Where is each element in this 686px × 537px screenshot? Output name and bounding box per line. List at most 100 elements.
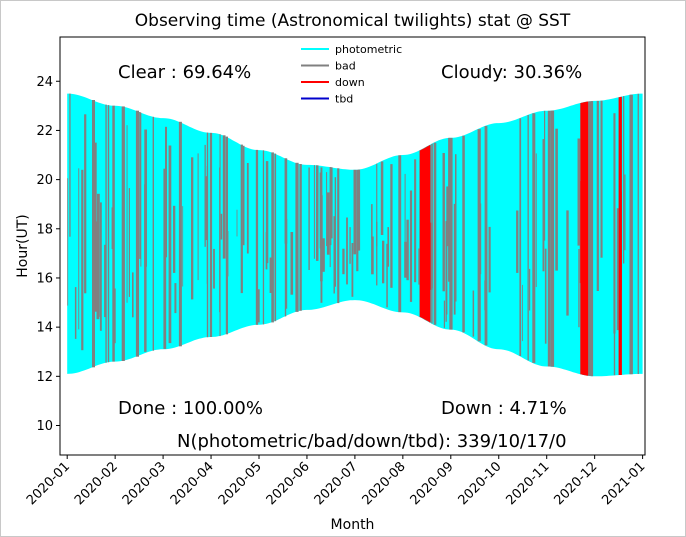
- bad-weather-strip: [382, 240, 385, 284]
- legend: photometric bad down tbd: [301, 43, 402, 106]
- bad-weather-strip: [442, 153, 445, 292]
- bad-weather-strip: [84, 114, 87, 294]
- bad-weather-strip: [578, 249, 580, 328]
- bad-weather-strip: [132, 272, 134, 318]
- bad-weather-strip: [240, 144, 243, 294]
- bad-weather-strip: [516, 210, 519, 273]
- down-period-strip: [422, 148, 424, 319]
- bad-weather-strip: [326, 172, 328, 247]
- bad-weather-strip: [313, 165, 315, 259]
- y-tick-label: 16: [36, 271, 53, 286]
- x-tick-label: 2020-09: [408, 459, 457, 508]
- bad-weather-strip: [356, 169, 359, 272]
- down-periods: [419, 96, 622, 376]
- x-tick-label: 2020-12: [551, 459, 600, 508]
- down-period-strip: [584, 102, 586, 376]
- bad-weather-strip: [613, 280, 616, 376]
- bad-weather-strip: [522, 284, 523, 342]
- bad-weather-strip: [246, 163, 249, 254]
- bad-weather-strip: [566, 210, 569, 316]
- bad-weather-strip: [333, 216, 335, 294]
- bad-weather-night: [337, 168, 340, 304]
- down-period-strip: [581, 102, 583, 375]
- x-tick-label: 2020-05: [216, 459, 265, 508]
- bad-weather-night: [547, 110, 551, 367]
- bad-weather-strip: [613, 113, 616, 334]
- bad-weather-night: [122, 106, 125, 361]
- x-tick-label: 2020-08: [360, 459, 409, 508]
- down-period-strip: [587, 101, 589, 376]
- down-period-strip: [419, 150, 421, 318]
- bad-weather-strip: [144, 184, 147, 352]
- bad-weather-strip: [376, 163, 378, 247]
- legend-label: tbd: [335, 93, 353, 106]
- bad-weather-night: [550, 110, 555, 367]
- bad-weather-night: [637, 93, 639, 375]
- bad-weather-strip: [386, 243, 388, 308]
- bad-weather-strip: [529, 268, 531, 311]
- bad-weather-night: [462, 135, 464, 333]
- down-period-strip: [421, 149, 423, 318]
- bad-weather-strip: [220, 213, 223, 240]
- bad-weather-strip: [140, 112, 142, 267]
- x-axis-ticks: 2020-012020-022020-032020-042020-052020-…: [24, 455, 648, 508]
- down-period-strip: [582, 102, 584, 375]
- bad-weather-strip: [236, 209, 238, 237]
- bad-weather-strip: [67, 178, 69, 306]
- down-percentage-annotation: Down : 4.71%: [441, 398, 567, 419]
- bad-weather-strip: [290, 232, 294, 295]
- bad-weather-strip: [326, 192, 330, 255]
- bad-weather-night: [274, 153, 277, 322]
- bad-weather-strip: [488, 226, 491, 293]
- bad-weather-night: [588, 101, 592, 376]
- bad-weather-strip: [544, 110, 546, 241]
- y-tick-label: 14: [36, 321, 53, 336]
- bad-weather-strip: [174, 283, 177, 314]
- bad-weather-strip: [99, 202, 102, 331]
- bad-weather-night: [206, 132, 209, 338]
- down-period-strip: [420, 149, 422, 318]
- bad-weather-strip: [404, 173, 406, 261]
- bad-weather-strip: [371, 204, 373, 239]
- bad-weather-strip: [205, 176, 208, 241]
- bad-weather-night: [398, 155, 402, 313]
- x-tick-label: 2020-01: [24, 459, 73, 508]
- y-tick-label: 24: [36, 75, 53, 90]
- plot-border: [59, 36, 646, 456]
- bad-weather-strip: [197, 153, 199, 281]
- x-tick-label: 2020-02: [72, 459, 121, 508]
- bad-weather-night: [532, 113, 536, 363]
- bad-weather-night: [152, 116, 154, 351]
- bad-weather-strip: [334, 177, 336, 287]
- bad-weather-strip: [69, 93, 71, 237]
- x-tick-label: 2021-01: [599, 459, 648, 508]
- bad-weather-strip: [191, 157, 194, 300]
- bad-weather-night: [590, 101, 594, 377]
- bad-weather-night: [107, 105, 110, 363]
- x-tick-label: 2020-10: [456, 459, 505, 508]
- bad-weather-strip: [418, 248, 420, 285]
- bad-weather-strip: [414, 159, 417, 283]
- bad-weather-night: [219, 134, 221, 337]
- bad-weather-strip: [269, 257, 273, 293]
- bad-weather-strip: [624, 174, 626, 251]
- y-tick-label: 12: [36, 370, 53, 385]
- bad-weather-strip: [165, 126, 167, 258]
- bad-weather-strip: [349, 227, 351, 264]
- bad-weather-strip: [126, 125, 128, 303]
- bad-weather-night: [449, 137, 453, 330]
- bad-weather-strip: [139, 112, 141, 259]
- bad-weather-strip: [406, 219, 409, 281]
- bad-weather-strip: [390, 164, 393, 288]
- bad-weather-night: [629, 94, 633, 375]
- bad-weather-strip: [387, 227, 389, 267]
- bad-weather-night: [92, 100, 95, 368]
- chart-title: Observing time (Astronomical twilights) …: [135, 11, 571, 31]
- bad-weather-strip: [376, 221, 378, 286]
- clear-percentage-annotation: Clear : 69.64%: [118, 62, 251, 83]
- bad-weather-night: [178, 121, 182, 347]
- bad-weather-strip: [445, 221, 447, 322]
- bad-weather-night: [271, 152, 274, 323]
- bad-weather-strip: [353, 169, 357, 255]
- down-period-strip: [428, 145, 430, 322]
